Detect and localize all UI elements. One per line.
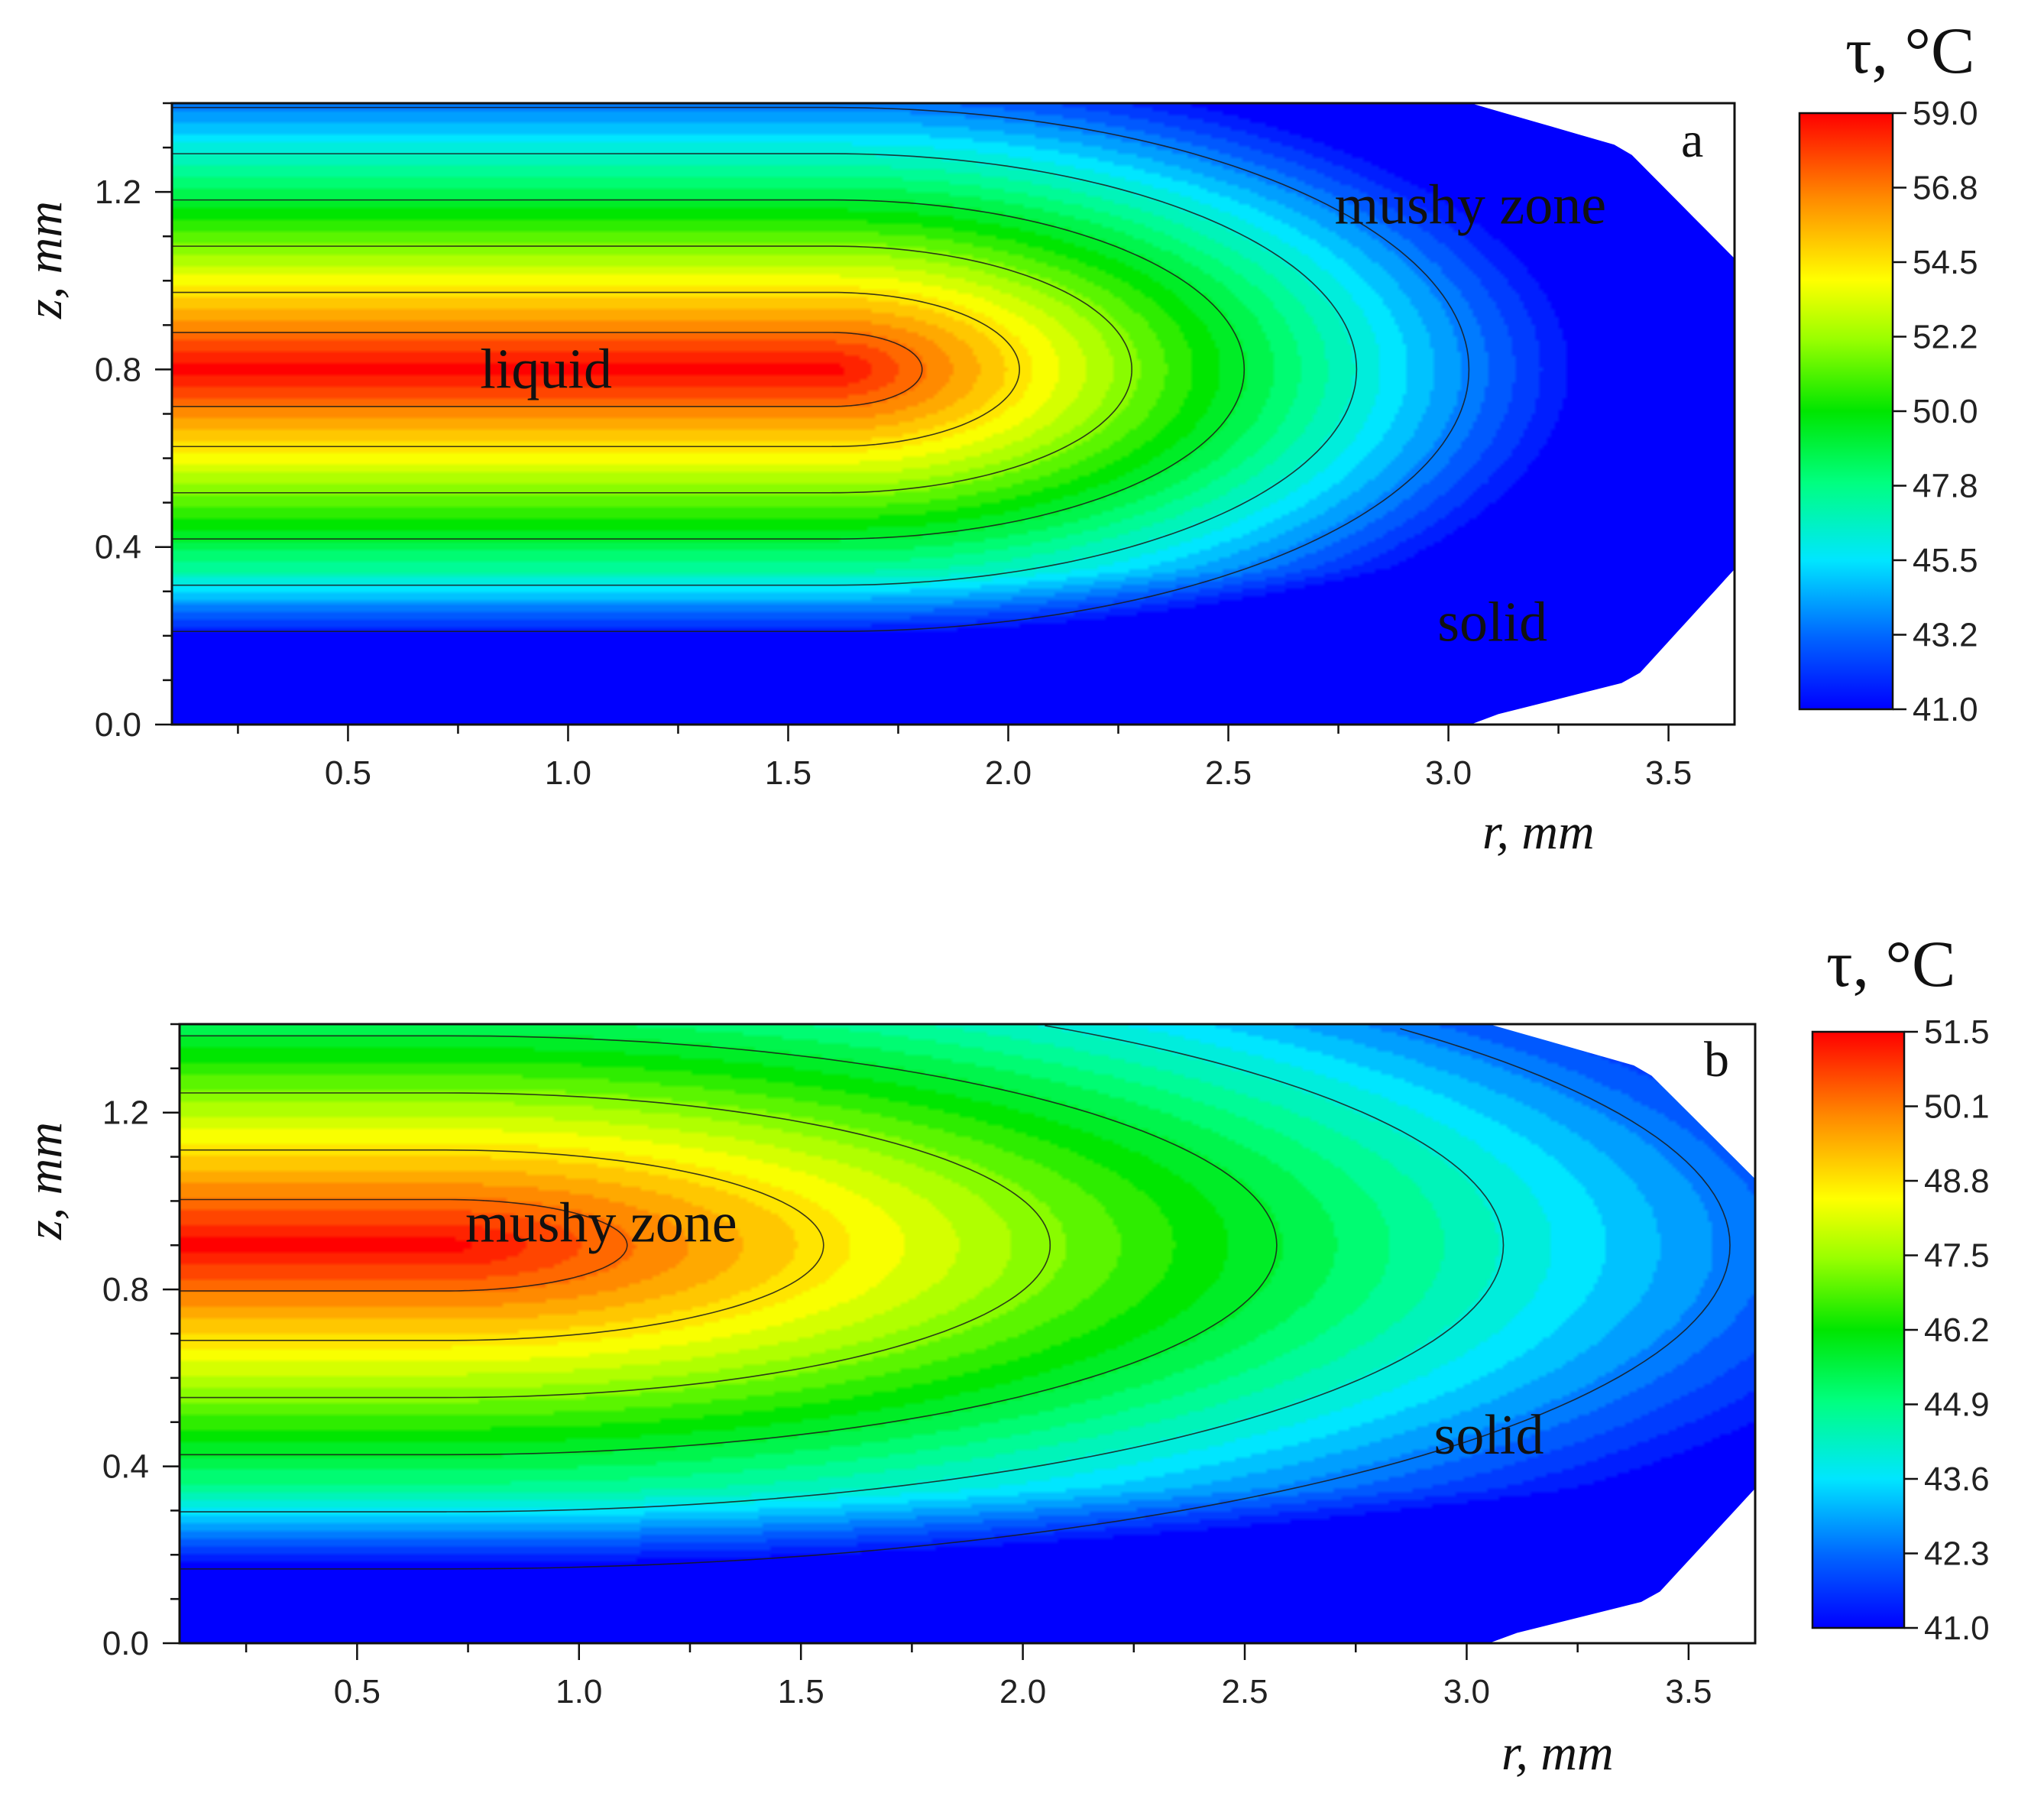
x-tick-label: 3.5 bbox=[1665, 1673, 1712, 1710]
panel-letter-b: b bbox=[1704, 1032, 1729, 1088]
x-tick-label: 1.0 bbox=[556, 1673, 602, 1710]
colorbar-tick-label: 56.8 bbox=[1913, 170, 1978, 207]
panel-b: 0.5 1.0 1.5 2.0 2.5 3.0 3.5 0.0 0.4 0.8 1.2 b mus… bbox=[17, 927, 1990, 1781]
colorbar-tick-label: 41.0 bbox=[1924, 1610, 1990, 1647]
y-axis-ticks-a: 0.0 0.4 0.8 1.2 bbox=[95, 102, 172, 744]
x-tick-label: 1.5 bbox=[778, 1673, 824, 1710]
y-tick-label: 0.4 bbox=[102, 1448, 149, 1486]
panel-letter-a: a bbox=[1681, 112, 1703, 168]
colorbar-b bbox=[1811, 1030, 1906, 1629]
colorbar-tick-label: 44.9 bbox=[1924, 1386, 1990, 1424]
y-axis-title-a: z, mm bbox=[17, 201, 73, 319]
y-axis-title-b: z, mm bbox=[17, 1122, 73, 1240]
x-axis-ticks-a: 0.5 1.0 1.5 2.0 2.5 3.0 3.5 bbox=[237, 725, 1692, 792]
annotation-solid-b: solid bbox=[1434, 1404, 1544, 1467]
colorbar-tick-label: 43.6 bbox=[1924, 1461, 1990, 1498]
annotation-liquid: liquid bbox=[480, 338, 612, 400]
colorbar-tick-label: 41.0 bbox=[1913, 691, 1978, 728]
x-tick-label: 0.5 bbox=[325, 754, 371, 792]
domain-mask-a bbox=[1470, 103, 1735, 725]
panel-a: 0.5 1.0 1.5 2.0 2.5 3.0 3.5 0.0 0.4 0.8 1.2 a liq… bbox=[17, 14, 1978, 860]
y-tick-label: 0.4 bbox=[95, 529, 141, 566]
contour-line bbox=[179, 1149, 824, 1341]
x-tick-label: 3.0 bbox=[1443, 1673, 1490, 1710]
contour-line bbox=[180, 1092, 1051, 1399]
colorbar-tick-label: 50.0 bbox=[1913, 393, 1978, 430]
colorbar-tick-label: 50.1 bbox=[1924, 1088, 1990, 1126]
x-axis-title-a: r, mm bbox=[1482, 804, 1595, 860]
colorbar-tick-label: 54.5 bbox=[1913, 244, 1978, 281]
x-tick-label: 1.0 bbox=[545, 754, 591, 792]
contour-line bbox=[171, 291, 1021, 448]
x-tick-label: 2.5 bbox=[1221, 1673, 1268, 1710]
y-tick-label: 1.2 bbox=[95, 173, 141, 211]
contour-line bbox=[180, 1028, 1731, 1570]
contour-lines-b bbox=[179, 1025, 1731, 1570]
colorbar-tick-label: 47.5 bbox=[1924, 1237, 1990, 1275]
contour-line bbox=[171, 106, 1470, 633]
colorbar-ticks-b: 41.0 42.3 43.6 44.9 46.2 47.5 48.8 50.1 51.5 bbox=[1904, 1013, 1990, 1647]
annotation-mushy-zone-b: mushy zone bbox=[465, 1192, 737, 1254]
x-tick-label: 2.0 bbox=[999, 1673, 1046, 1710]
x-tick-label: 3.0 bbox=[1425, 754, 1472, 792]
colorbar-tick-label: 52.2 bbox=[1913, 319, 1978, 356]
colorbar-title-a: τ, °C bbox=[1845, 14, 1974, 87]
temperature-field-b bbox=[180, 1024, 1755, 1643]
x-tick-label: 2.5 bbox=[1205, 754, 1252, 792]
contour-line bbox=[171, 199, 1246, 540]
colorbar-tick-label: 45.5 bbox=[1913, 542, 1978, 579]
colorbar-tick-label: 51.5 bbox=[1924, 1013, 1990, 1051]
contour-line bbox=[171, 245, 1133, 494]
y-tick-label: 0.8 bbox=[102, 1271, 149, 1308]
colorbar-tick-label: 47.8 bbox=[1913, 468, 1978, 505]
domain-mask-b bbox=[1488, 1024, 1755, 1643]
y-tick-label: 0.8 bbox=[95, 351, 141, 388]
y-axis-ticks-b: 0.0 0.4 0.8 1.2 bbox=[102, 1023, 180, 1662]
colorbar-ticks-a: 41.0 43.2 45.5 47.8 50.0 52.2 54.5 56.8 59.0 bbox=[1893, 95, 1978, 728]
y-tick-label: 1.2 bbox=[102, 1094, 149, 1132]
annotation-solid-a: solid bbox=[1437, 591, 1547, 653]
contour-line bbox=[171, 332, 923, 407]
y-tick-label: 0.0 bbox=[102, 1625, 149, 1662]
contour-line bbox=[171, 153, 1358, 586]
annotation-mushy-zone-a: mushy zone bbox=[1335, 174, 1607, 237]
y-tick-label: 0.0 bbox=[95, 706, 141, 744]
colorbar-tick-label: 42.3 bbox=[1924, 1535, 1990, 1573]
colorbar-title-b: τ, °C bbox=[1826, 927, 1955, 1000]
x-tick-label: 2.0 bbox=[985, 754, 1032, 792]
contour-line bbox=[180, 1025, 1505, 1513]
x-tick-label: 0.5 bbox=[334, 1673, 381, 1710]
x-tick-label: 3.5 bbox=[1645, 754, 1692, 792]
x-tick-label: 1.5 bbox=[765, 754, 811, 792]
colorbar-a bbox=[1798, 112, 1894, 711]
contour-line bbox=[179, 1035, 1278, 1456]
x-axis-title-b: r, mm bbox=[1501, 1725, 1614, 1781]
colorbar-tick-label: 59.0 bbox=[1913, 95, 1978, 132]
contour-line bbox=[180, 1198, 628, 1292]
colorbar-tick-label: 48.8 bbox=[1924, 1162, 1990, 1200]
contour-lines-a bbox=[171, 106, 1470, 633]
x-axis-ticks-b: 0.5 1.0 1.5 2.0 2.5 3.0 3.5 bbox=[245, 1643, 1712, 1710]
colorbar-tick-label: 46.2 bbox=[1924, 1312, 1990, 1349]
colorbar-tick-label: 43.2 bbox=[1913, 617, 1978, 654]
temperature-field-a bbox=[172, 103, 1735, 725]
